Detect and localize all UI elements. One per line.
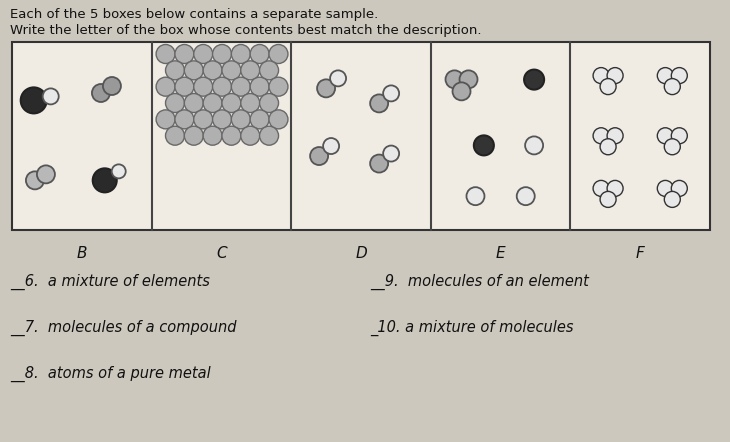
Circle shape: [525, 137, 543, 154]
Circle shape: [459, 70, 477, 88]
Circle shape: [330, 70, 346, 86]
Circle shape: [664, 139, 680, 155]
Circle shape: [231, 110, 250, 129]
Circle shape: [184, 126, 204, 145]
Circle shape: [241, 61, 260, 80]
Circle shape: [269, 45, 288, 64]
Circle shape: [260, 126, 279, 145]
Circle shape: [222, 94, 241, 113]
Circle shape: [37, 165, 55, 183]
Text: F: F: [636, 246, 645, 261]
Circle shape: [317, 80, 335, 97]
Circle shape: [383, 145, 399, 162]
Text: _10. a mixture of molecules: _10. a mixture of molecules: [370, 320, 574, 336]
Circle shape: [20, 88, 47, 114]
Circle shape: [166, 94, 185, 113]
Circle shape: [664, 79, 680, 95]
Circle shape: [593, 68, 609, 84]
Circle shape: [260, 61, 279, 80]
Text: B: B: [77, 246, 87, 261]
Circle shape: [250, 110, 269, 129]
Circle shape: [593, 180, 609, 196]
Circle shape: [445, 70, 464, 88]
Circle shape: [156, 45, 175, 64]
Circle shape: [466, 187, 485, 205]
Circle shape: [184, 94, 204, 113]
Circle shape: [175, 45, 194, 64]
Circle shape: [231, 77, 250, 96]
Circle shape: [672, 180, 688, 196]
Circle shape: [193, 77, 212, 96]
Circle shape: [593, 128, 609, 144]
Circle shape: [607, 180, 623, 196]
Circle shape: [600, 79, 616, 95]
Text: __8.  atoms of a pure metal: __8. atoms of a pure metal: [10, 366, 211, 382]
Circle shape: [93, 168, 117, 192]
Circle shape: [260, 94, 279, 113]
Circle shape: [92, 84, 110, 102]
Circle shape: [184, 61, 204, 80]
Circle shape: [269, 77, 288, 96]
Circle shape: [193, 45, 212, 64]
Text: __9.  molecules of an element: __9. molecules of an element: [370, 274, 589, 290]
Text: D: D: [355, 246, 367, 261]
Circle shape: [43, 88, 58, 104]
Circle shape: [166, 126, 185, 145]
Circle shape: [607, 128, 623, 144]
Circle shape: [524, 69, 544, 90]
Circle shape: [310, 147, 328, 165]
Circle shape: [241, 94, 260, 113]
Circle shape: [250, 45, 269, 64]
Circle shape: [370, 155, 388, 172]
Circle shape: [166, 61, 185, 80]
Circle shape: [250, 77, 269, 96]
Circle shape: [600, 139, 616, 155]
Circle shape: [383, 85, 399, 101]
Circle shape: [600, 191, 616, 207]
Circle shape: [212, 110, 231, 129]
Circle shape: [269, 110, 288, 129]
Circle shape: [517, 187, 535, 205]
Circle shape: [241, 126, 260, 145]
Circle shape: [370, 95, 388, 112]
Text: E: E: [496, 246, 505, 261]
Text: C: C: [216, 246, 227, 261]
Text: Each of the 5 boxes below contains a separate sample.: Each of the 5 boxes below contains a sep…: [10, 8, 378, 21]
Circle shape: [212, 45, 231, 64]
Circle shape: [203, 61, 222, 80]
Circle shape: [103, 77, 121, 95]
Circle shape: [657, 128, 673, 144]
Circle shape: [664, 191, 680, 207]
Circle shape: [175, 110, 194, 129]
Circle shape: [474, 135, 494, 156]
Circle shape: [222, 61, 241, 80]
Circle shape: [212, 77, 231, 96]
Text: Write the letter of the box whose contents best match the description.: Write the letter of the box whose conten…: [10, 24, 482, 37]
Text: __7.  molecules of a compound: __7. molecules of a compound: [10, 320, 237, 336]
Circle shape: [672, 128, 688, 144]
Circle shape: [453, 82, 471, 100]
Circle shape: [193, 110, 212, 129]
Text: __6.  a mixture of elements: __6. a mixture of elements: [10, 274, 210, 290]
Circle shape: [203, 126, 222, 145]
Circle shape: [203, 94, 222, 113]
Circle shape: [231, 45, 250, 64]
Circle shape: [112, 164, 126, 179]
Circle shape: [657, 68, 673, 84]
Circle shape: [607, 68, 623, 84]
Bar: [12, 42, 710, 230]
Circle shape: [672, 68, 688, 84]
Circle shape: [156, 110, 175, 129]
Circle shape: [222, 126, 241, 145]
Circle shape: [26, 171, 44, 189]
Circle shape: [175, 77, 194, 96]
Circle shape: [657, 180, 673, 196]
Circle shape: [323, 138, 339, 154]
Circle shape: [156, 77, 175, 96]
